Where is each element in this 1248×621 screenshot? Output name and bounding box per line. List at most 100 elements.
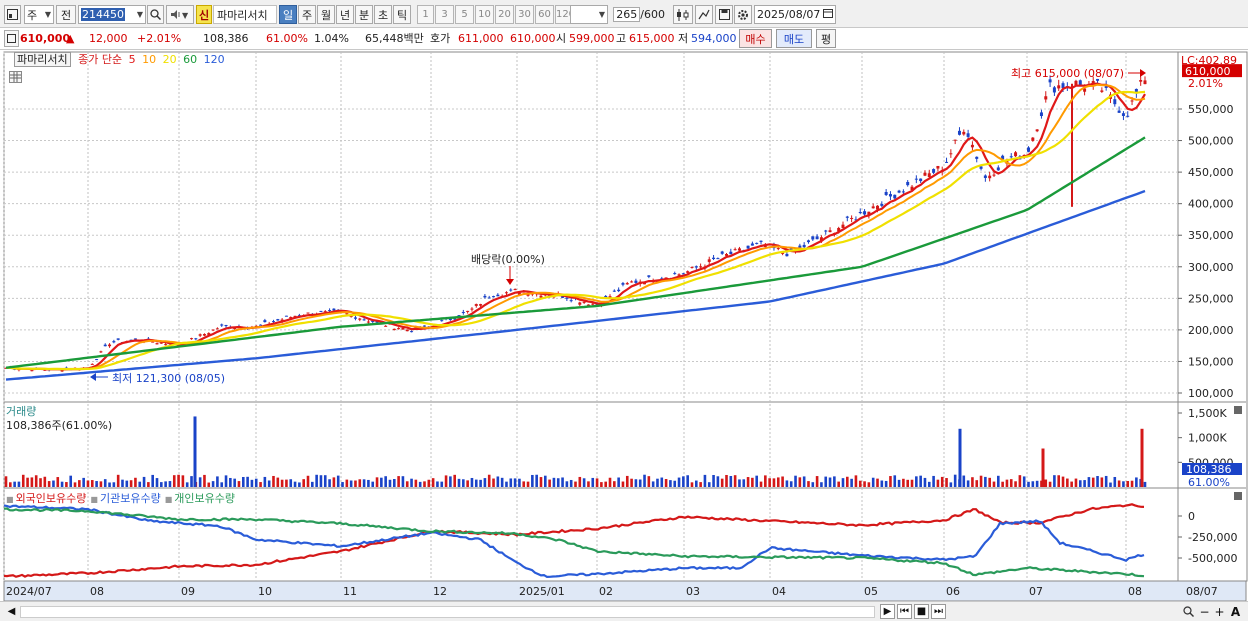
foreign-holding-line	[3, 503, 1145, 578]
candle-body	[694, 266, 698, 268]
panel-icon[interactable]	[4, 30, 19, 47]
volume-bar	[729, 476, 733, 487]
candle-body	[578, 302, 582, 305]
candle-body	[850, 217, 854, 219]
candle-body	[750, 243, 754, 246]
candle-body	[358, 318, 362, 320]
period-button[interactable]: 주	[298, 5, 316, 24]
stock-chart[interactable]: 2024/07 08 09 10 11 12 2025/01 02 03 04 05 06 07 08 08…	[0, 50, 1248, 601]
candle-body	[565, 297, 569, 299]
interval-button[interactable]: 3	[435, 5, 454, 24]
interval-button[interactable]: 30	[515, 5, 534, 24]
current-price-box	[1182, 64, 1242, 78]
chart-type-icon[interactable]	[4, 5, 21, 24]
volume-bar	[1135, 477, 1138, 487]
volume-bar	[902, 478, 905, 487]
period-button[interactable]: 분	[355, 5, 373, 24]
candle-body	[914, 178, 918, 180]
period-button[interactable]: 월	[317, 5, 335, 24]
volume-bar	[531, 474, 534, 487]
scroll-control-button[interactable]: ■	[914, 604, 929, 619]
scroll-control-button[interactable]: ⏮	[897, 604, 912, 619]
volume-bar	[647, 476, 651, 487]
candle-body	[353, 317, 357, 319]
candle-body	[284, 315, 288, 317]
period-button[interactable]: 년	[336, 5, 354, 24]
candle-settings-icon[interactable]	[673, 5, 693, 24]
volume-bar	[328, 479, 331, 487]
buy-button[interactable]: 매수	[739, 29, 772, 48]
interval-button[interactable]: 60	[535, 5, 554, 24]
scroll-track[interactable]	[20, 606, 875, 618]
zoom-out-icon[interactable]: −	[1199, 604, 1210, 619]
candle-body	[906, 181, 910, 186]
candle-body	[621, 283, 625, 285]
sell-button[interactable]: 매도	[776, 29, 812, 48]
interval-button[interactable]: 10	[475, 5, 494, 24]
candle-body	[781, 252, 785, 254]
eval-button[interactable]: 평	[816, 29, 836, 48]
prev-button[interactable]: 전	[56, 5, 76, 24]
scroll-left-icon[interactable]: ◀	[7, 606, 16, 617]
unit-select[interactable]: ▼	[570, 5, 608, 24]
volume-bar	[259, 482, 262, 487]
candle-body	[634, 280, 638, 283]
candle-body	[901, 191, 905, 193]
interval-button[interactable]: 20	[495, 5, 514, 24]
volume-bar	[431, 478, 435, 487]
candle-body	[660, 278, 664, 280]
volume-bar	[539, 477, 543, 487]
pane-close-icon	[1234, 492, 1242, 500]
candle-body	[837, 227, 841, 232]
volume-bar	[1061, 476, 1065, 487]
volume-bar	[160, 482, 163, 487]
sound-icon[interactable]: ▼	[166, 5, 194, 24]
volume-bar	[561, 477, 564, 487]
candle-body	[1083, 88, 1087, 92]
candle-body	[539, 295, 543, 298]
volume-bar	[1091, 477, 1095, 487]
volume-bar	[1143, 481, 1147, 487]
candle-body	[970, 144, 974, 148]
chart-title[interactable]: 파마리서치	[14, 52, 71, 67]
volume-bar	[453, 474, 456, 487]
zoom-icon[interactable]	[1181, 604, 1196, 619]
svg-text:▼: ▼	[182, 11, 189, 20]
period-button[interactable]: 초	[374, 5, 392, 24]
gear-icon[interactable]	[734, 5, 752, 24]
count-display[interactable]: 265 /600	[612, 5, 668, 24]
stock-code-input[interactable]: 214450 ▼	[78, 5, 146, 24]
interval-button[interactable]: 5	[455, 5, 474, 24]
candle-body	[927, 173, 931, 177]
candle-body	[496, 294, 500, 297]
market-select[interactable]: 주 ▼	[24, 5, 54, 24]
volume-bar	[500, 477, 504, 487]
date-input[interactable]: 2025/08/07	[754, 5, 836, 24]
interval-button[interactable]: 1	[417, 5, 434, 24]
search-icon[interactable]	[147, 5, 164, 24]
volume-bar	[621, 481, 625, 487]
candle-body	[712, 257, 716, 260]
volume-bar	[1018, 475, 1022, 487]
x-tick-label: 08/07	[1186, 585, 1218, 598]
scroll-control-button[interactable]: ▶	[880, 604, 895, 619]
draw-line-icon[interactable]	[695, 5, 713, 24]
font-size-icon[interactable]: A	[1230, 604, 1241, 619]
candle-body	[504, 292, 508, 294]
zoom-in-icon[interactable]: +	[1214, 604, 1225, 619]
period-button[interactable]: 틱	[393, 5, 411, 24]
volume-bar	[725, 474, 728, 487]
candle-body	[677, 274, 681, 276]
volume-bar	[604, 481, 608, 487]
scroll-control-button[interactable]: ⏭	[931, 604, 946, 619]
candle-body	[479, 304, 483, 306]
volume-bar	[1096, 476, 1099, 487]
volume-bar	[371, 481, 375, 487]
x-tick-label: 10	[258, 585, 272, 598]
save-icon[interactable]	[715, 5, 733, 24]
candle-body	[492, 296, 496, 298]
period-button[interactable]: 일	[279, 5, 297, 24]
candle-body	[1035, 129, 1039, 132]
volume-bar	[1117, 480, 1121, 487]
table-icon[interactable]	[9, 71, 22, 83]
